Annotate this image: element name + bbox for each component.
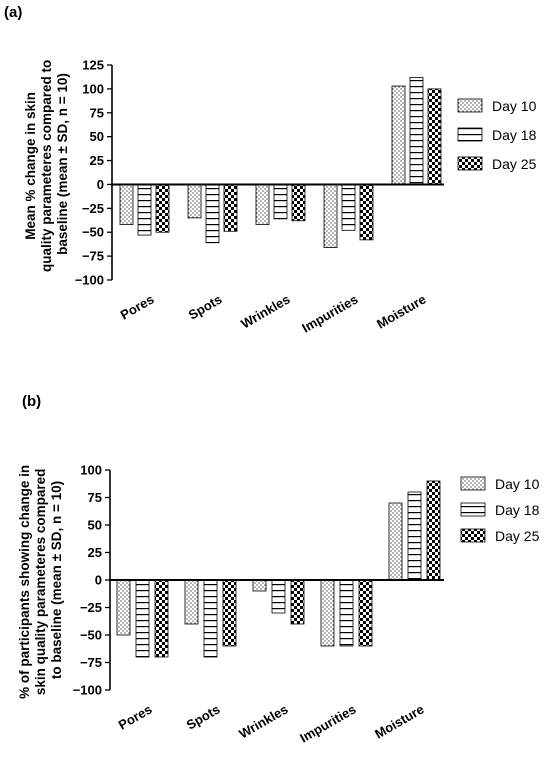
y-ticks-b: 100 75 50 25 0 −25 −50 −75 −100 [73,463,110,698]
y-tick-label-a-3: 50 [90,129,104,144]
y-tick-label-b-5: −25 [80,600,102,615]
y-tick-label-a-6: −25 [82,201,104,216]
y-tick-label-a-9: −100 [75,273,104,288]
bar-b-wrinkles-day-25 [290,579,305,625]
y-tick-label-b-3: 25 [88,545,102,560]
y-tick-label-a-5: 0 [97,177,104,192]
legend-swatch-a-2 [457,156,483,171]
bar-b-wrinkles-day-18 [271,579,286,614]
bar-a-pores-day-25 [155,184,170,233]
axes-b [109,470,444,690]
legend-label-b-1: Day 18 [495,502,540,518]
category-label-b-pores: Pores [116,701,155,732]
legend-a: Day 10 Day 18 Day 25 [457,98,537,172]
bar-a-pores-day-18 [137,184,152,236]
bar-b-pores-day-25 [154,579,169,658]
bar-a-wrinkles-day-10 [255,184,270,225]
y-axis-label-b-line-3: to baseline (mean ± SD, n = 10) [49,481,64,679]
category-label-a-wrinkles: Wrinkles [238,291,292,331]
bar-a-pores-day-10 [119,184,134,225]
y-tick-label-b-2: 50 [88,518,102,533]
y-tick-label-b-4: 0 [95,573,102,588]
bar-b-spots-day-10 [184,579,199,625]
bar-b-pores-day-18 [135,579,150,658]
category-labels-b: Pores Spots Wrinkles Impurities Moisture [116,701,427,745]
category-label-b-spots: Spots [184,701,223,732]
y-ticks-a: 125 100 75 50 25 0 −25 −50 −75 −100 [75,58,112,288]
category-label-b-impurities: Impurities [297,701,358,745]
y-axis-label-b-line-1: % of participants showing change in [17,465,32,699]
axes-a [111,65,444,280]
legend-label-a-1: Day 18 [492,127,537,143]
bars-a [119,77,442,248]
bar-a-spots-day-25 [223,184,238,232]
y-tick-label-a-2: 75 [90,105,104,120]
y-tick-label-b-6: −50 [80,628,102,643]
y-axis-label-b: % of participants showing change in skin… [17,461,64,699]
bar-a-spots-day-10 [187,184,202,219]
legend-label-a-2: Day 25 [492,156,537,172]
legend-swatch-b-2 [460,528,486,543]
category-label-b-moisture: Moisture [372,701,426,741]
y-tick-label-a-7: −50 [82,225,104,240]
legend-swatch-a-1 [457,127,483,142]
legend-b: Day 10 Day 18 Day 25 [460,476,540,544]
bar-b-impurities-day-10 [320,579,335,647]
y-axis-label-b-line-2: skin quality parameteres compared [33,469,48,696]
bar-b-moisture-day-10 [388,502,403,581]
legend-label-b-0: Day 10 [495,476,540,492]
y-tick-label-a-1: 100 [82,81,104,96]
bar-b-moisture-day-18 [407,491,422,581]
bar-b-impurities-day-18 [339,579,354,647]
panel-b: (b) % of participants showing change in … [17,393,540,746]
category-label-a-moisture: Moisture [374,291,428,331]
y-axis-label-a-line-1: Mean % change in skin [23,92,38,240]
category-label-a-pores: Pores [118,291,157,322]
y-tick-label-b-1: 75 [88,490,102,505]
y-tick-label-a-0: 125 [82,58,104,73]
bar-a-moisture-day-25 [427,88,442,185]
y-axis-label-a-line-3: baseline (mean ± SD, n = 10) [55,73,70,255]
bar-b-wrinkles-day-10 [252,579,267,592]
bar-b-spots-day-25 [222,579,237,647]
bar-a-impurities-day-10 [323,184,338,248]
legend-swatch-b-0 [460,476,486,491]
bar-a-wrinkles-day-25 [291,184,306,222]
category-label-b-wrinkles: Wrinkles [236,701,290,741]
legend-swatch-b-1 [460,502,486,517]
y-axis-label-a-line-2: quality parameteres compared to [39,60,54,272]
bar-b-moisture-day-25 [426,480,441,581]
bar-a-moisture-day-10 [391,85,406,185]
y-tick-label-a-8: −75 [82,249,104,264]
category-label-a-impurities: Impurities [299,291,360,335]
bar-a-moisture-day-18 [409,77,424,185]
bar-b-impurities-day-25 [358,579,373,647]
category-labels-a: Pores Spots Wrinkles Impurities Moisture [118,291,429,335]
bar-a-spots-day-18 [205,184,220,244]
y-tick-label-b-0: 100 [80,463,102,478]
y-tick-label-b-8: −100 [73,683,102,698]
bar-b-spots-day-18 [203,579,218,658]
bar-a-impurities-day-25 [359,184,374,241]
bar-b-pores-day-10 [116,579,131,636]
category-label-a-spots: Spots [186,291,225,322]
panel-label-a: (a) [4,4,22,21]
bar-a-impurities-day-18 [341,184,356,231]
legend-label-a-0: Day 10 [492,98,537,114]
y-axis-label-a: Mean % change in skin quality parametere… [23,56,70,272]
y-tick-label-b-7: −75 [80,655,102,670]
panel-label-b: (b) [22,393,41,410]
panel-a: (a) Mean % change in skin quality parame… [4,4,537,336]
y-tick-label-a-4: 25 [90,153,104,168]
bar-a-wrinkles-day-18 [273,184,288,220]
legend-label-b-2: Day 25 [495,528,540,544]
legend-swatch-a-0 [457,98,483,113]
bars-b [116,480,441,658]
